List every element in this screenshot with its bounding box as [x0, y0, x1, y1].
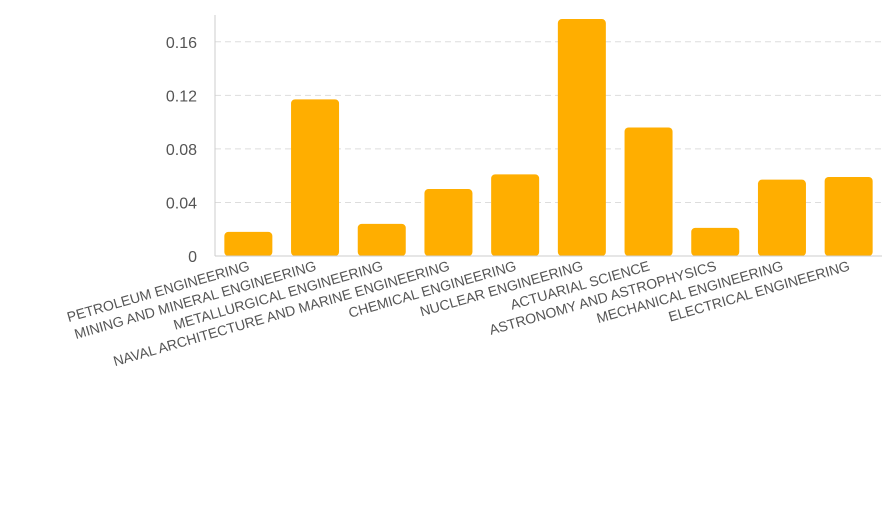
- y-tick-label: 0.16: [166, 35, 197, 52]
- bar: [291, 99, 340, 256]
- bar: [557, 19, 606, 257]
- bar: [624, 127, 673, 256]
- bar: [757, 179, 806, 256]
- y-tick-label: 0: [188, 249, 197, 266]
- bars: [224, 19, 873, 257]
- bar: [491, 174, 540, 256]
- y-axis-ticks: 0 0.04 0.08 0.12 0.16: [166, 35, 197, 266]
- bar: [224, 231, 273, 256]
- bar: [424, 189, 473, 256]
- bar: [824, 177, 873, 256]
- bar: [691, 227, 740, 256]
- bar: [357, 223, 406, 256]
- y-tick-label: 0.08: [166, 142, 197, 159]
- y-tick-label: 0.12: [166, 88, 197, 105]
- y-tick-label: 0.04: [166, 195, 197, 212]
